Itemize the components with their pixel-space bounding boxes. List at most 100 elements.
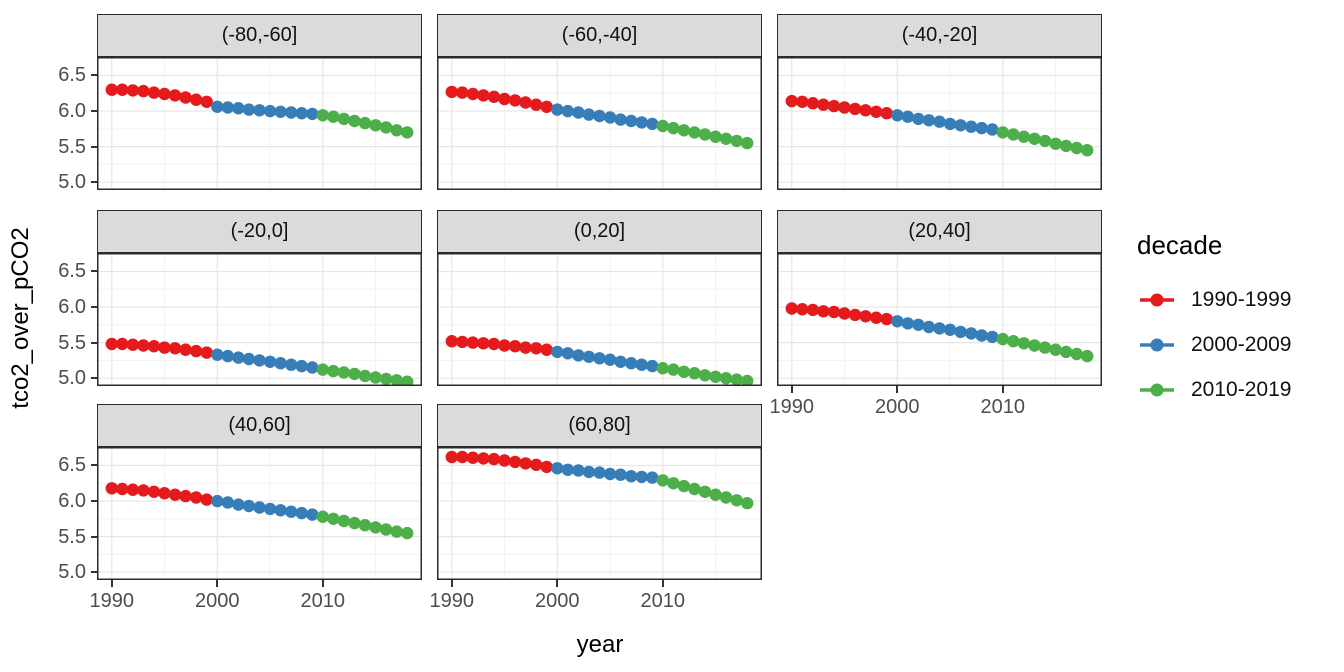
y-axis-tick (90, 181, 97, 184)
data-point (688, 482, 701, 496)
data-point (508, 340, 522, 353)
data-point (741, 374, 754, 386)
y-tick-label: 5.5 (58, 135, 86, 158)
data-point (456, 86, 469, 99)
data-point (116, 83, 129, 96)
data-point (295, 107, 308, 120)
data-point (817, 305, 830, 318)
data-point (986, 330, 999, 344)
series-2000-2009 (551, 103, 659, 131)
data-point (498, 92, 511, 106)
data-point (242, 499, 256, 513)
data-point (519, 457, 532, 470)
facet-strip: (20,40] (777, 210, 1102, 253)
data-point (519, 96, 532, 109)
x-tick-label: 2000 (535, 590, 580, 612)
data-point (582, 465, 596, 479)
data-point (158, 341, 171, 354)
facet-strip: (-80,-60] (97, 14, 422, 57)
data-point (943, 323, 957, 336)
gridlines-major (437, 447, 762, 580)
data-point (348, 367, 361, 381)
data-point (614, 468, 627, 481)
data-point (625, 470, 638, 483)
data-point (603, 111, 617, 124)
data-point (709, 488, 722, 501)
data-point (859, 104, 872, 117)
series-2010-2019 (656, 362, 754, 386)
series-1990-1999 (105, 482, 213, 506)
data-point (859, 310, 872, 323)
legend-entry-label: 2010-2019 (1191, 378, 1292, 401)
data-point (667, 363, 680, 376)
data-point (168, 342, 182, 355)
data-point (827, 99, 841, 113)
data-point (1028, 339, 1041, 352)
data-point (870, 311, 883, 324)
data-point (540, 100, 553, 113)
data-point (200, 95, 213, 108)
series-2010-2019 (656, 119, 754, 150)
data-point (379, 523, 393, 536)
data-point (147, 340, 161, 353)
y-axis-tick (90, 571, 97, 574)
data-point (126, 84, 140, 97)
data-point (901, 110, 914, 123)
legend-entry: 2000-2009 (1137, 330, 1291, 360)
data-point (646, 359, 659, 373)
data-point (211, 100, 224, 113)
data-point (487, 337, 501, 351)
x-axis-tick (450, 580, 453, 587)
series-2010-2019 (316, 510, 414, 540)
y-tick-label: 6.0 (58, 490, 86, 513)
series-1990-1999 (445, 450, 553, 474)
data-point (445, 85, 458, 99)
data-point (477, 452, 490, 465)
data-point (477, 89, 490, 102)
series-1990-1999 (105, 83, 213, 108)
data-point (105, 482, 118, 495)
series-2000-2009 (551, 345, 659, 373)
data-point (1049, 343, 1062, 356)
data-point (922, 114, 936, 127)
data-point (358, 116, 372, 130)
data-point (593, 466, 606, 479)
data-point (274, 105, 287, 118)
series-2010-2019 (996, 332, 1094, 363)
facet-strip: (40,60] (97, 404, 422, 447)
data-point (730, 373, 743, 386)
data-point (456, 450, 469, 464)
data-point (943, 117, 957, 131)
data-point (190, 491, 203, 504)
data-point (646, 471, 659, 484)
data-point (891, 109, 904, 122)
data-point (147, 485, 161, 498)
y-tick-label: 5.0 (58, 367, 86, 390)
data-point (709, 370, 722, 383)
facet-panel (437, 57, 762, 190)
data-point (730, 494, 743, 507)
data-point (1028, 132, 1041, 145)
data-point (253, 354, 266, 367)
data-point (445, 335, 458, 348)
data-point (741, 136, 754, 150)
data-point (337, 112, 351, 126)
data-point (263, 355, 277, 368)
data-point (719, 491, 733, 504)
data-point (530, 98, 543, 111)
data-point (348, 516, 361, 530)
data-point (263, 502, 277, 516)
data-point (232, 351, 245, 364)
data-point (498, 339, 511, 352)
y-axis-tick (90, 74, 97, 77)
x-axis-tick (1001, 386, 1004, 393)
y-tick-label: 5.5 (58, 331, 86, 354)
data-point (519, 341, 532, 354)
gridlines-minor (777, 253, 1102, 386)
data-point (614, 113, 627, 126)
data-point (603, 353, 617, 366)
facet-strip: (-60,-40] (437, 14, 762, 57)
data-point (540, 343, 553, 356)
data-point (1038, 341, 1052, 354)
x-axis-title: year (576, 631, 624, 658)
